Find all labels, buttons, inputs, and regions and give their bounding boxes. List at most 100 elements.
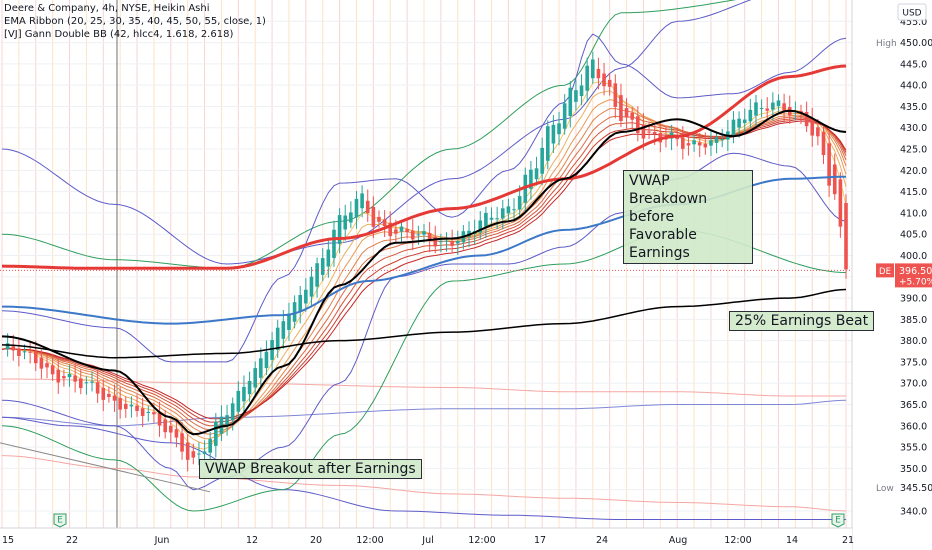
candle-body	[416, 234, 421, 236]
bb-inner-upper	[1, 33, 847, 363]
candle-body	[197, 453, 201, 455]
candle-body	[84, 382, 89, 384]
ema-mid-black	[1, 109, 847, 436]
candle-body	[748, 109, 753, 122]
low-marker-box	[872, 480, 932, 495]
time-tick-label: 24	[596, 535, 608, 546]
candle-body	[33, 351, 38, 364]
time-tick-label: 15	[2, 535, 14, 546]
time-tick-label: 14	[786, 535, 798, 546]
candle-body	[838, 179, 843, 227]
candle-body	[692, 140, 696, 145]
candle-body	[399, 226, 404, 232]
price-tick-label: 420.0	[900, 166, 927, 177]
trend-line	[0, 442, 211, 493]
candle-body	[506, 206, 511, 214]
candle-body	[759, 108, 764, 110]
candle-body	[579, 85, 584, 97]
candle-body	[90, 381, 94, 383]
candle-body	[169, 425, 173, 433]
price-tick-label: 370.0	[900, 379, 927, 390]
price-badge-box	[895, 263, 932, 288]
candle-body	[17, 348, 21, 357]
candle-body	[191, 451, 196, 458]
candle-body	[298, 294, 303, 312]
ema-ribbon-legend[interactable]: EMA Ribbon (20, 25, 30, 35, 40, 45, 50, …	[4, 16, 266, 27]
candle-body	[568, 87, 573, 117]
candle-body	[304, 289, 308, 304]
last-price-badge[interactable]: DE 396.50+5.70%	[876, 263, 932, 288]
candle-body	[332, 229, 336, 259]
candle-body	[377, 216, 381, 222]
annotation-vwap-breakdown[interactable]: VWAP Breakdown before Favorable Earnings	[623, 170, 753, 264]
annotation-earnings-beat[interactable]: 25% Earnings Beat	[729, 311, 875, 331]
candle-body	[129, 404, 134, 407]
gann-bb-legend[interactable]: [VJ] Gann Double BB (42, hlcc4, 1.618, 2…	[4, 29, 234, 40]
price-tick-label: 440.0	[900, 81, 927, 92]
price-change-value: +5.70%	[899, 277, 932, 287]
time-tick-label: 21	[842, 535, 854, 546]
price-tick-label: 410.0	[900, 208, 927, 219]
candle-body	[185, 442, 190, 460]
candle-body	[214, 421, 218, 446]
price-tick-label: 435.0	[900, 102, 927, 113]
candle-body	[73, 375, 77, 382]
symbol-label: DE	[879, 267, 891, 277]
time-tick-label: Aug	[669, 535, 688, 546]
currency-badge-box	[897, 3, 927, 21]
time-tick-label: 20	[310, 535, 322, 546]
candle-body	[782, 103, 786, 111]
candle-body	[754, 102, 758, 116]
time-tick-label: Jun	[154, 535, 170, 546]
time-tick-label: Jul	[421, 535, 433, 546]
low-marker: Low 345.50	[872, 480, 932, 495]
candle-body	[225, 415, 229, 426]
candles	[5, 51, 848, 472]
candle-body	[613, 83, 618, 107]
candle-body	[652, 132, 657, 135]
symbol-title: Deere & Company, 4h, NYSE, Heikin Ashi	[4, 3, 210, 14]
earnings-icon-jun[interactable]: E	[53, 513, 67, 528]
candle-body	[585, 65, 589, 91]
candle-body	[270, 340, 274, 360]
candle-body	[697, 142, 702, 146]
candle-body	[636, 116, 640, 133]
grid	[0, 0, 852, 528]
candle-body	[107, 393, 111, 398]
candle-body	[56, 369, 61, 383]
time-tick-label: 12:00	[724, 535, 751, 546]
candle-body	[827, 143, 831, 186]
currency-badge[interactable]: USD	[897, 3, 927, 21]
candle-body	[320, 258, 325, 275]
candle-body	[242, 386, 246, 402]
candle-body	[737, 118, 741, 128]
candle-body	[709, 140, 713, 146]
candle-body	[292, 302, 297, 322]
candle-body	[832, 164, 837, 195]
candle-body	[512, 209, 516, 211]
candle-body	[118, 398, 122, 410]
low-marker-label: Low	[876, 484, 894, 494]
high-marker-box	[872, 35, 932, 50]
candle-body	[433, 236, 438, 247]
earnings-icon-aug[interactable]: E	[831, 513, 845, 528]
ema-long-black	[1, 288, 847, 359]
high-marker: High 450.00	[872, 35, 932, 50]
bb-far-upper	[1, 0, 752, 265]
candle-body	[135, 405, 139, 411]
candle-body	[157, 413, 162, 426]
candle-body	[253, 368, 257, 388]
candle-body	[123, 403, 128, 409]
candle-body	[810, 119, 815, 136]
candle-body	[174, 429, 179, 438]
symbol-badge-box	[876, 263, 894, 278]
candle-body	[630, 112, 634, 120]
candle-body	[804, 112, 809, 127]
candle-body	[230, 403, 235, 421]
candle-body	[394, 229, 398, 234]
time-axis[interactable]: 15 22 Jun 12 20 12:00 Jul 12:00 17 24 Aug 12:00 14 21	[2, 535, 854, 546]
candle-body	[596, 68, 601, 79]
annotation-vwap-breakout[interactable]: VWAP Breakout after Earnings	[199, 459, 422, 479]
candle-body	[247, 380, 252, 395]
